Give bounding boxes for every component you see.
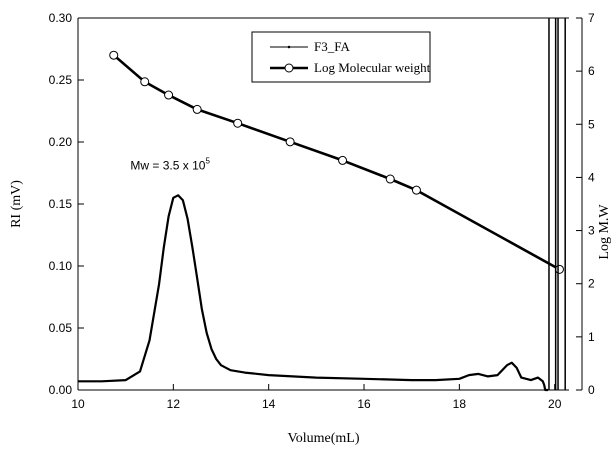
f3-fa-curve	[78, 194, 549, 392]
mw-annotation-superscript: 5	[205, 156, 210, 165]
legend-label-f3-fa: F3_FA	[314, 39, 350, 54]
x-tick-label: 12	[167, 397, 181, 411]
y2-tick-label: 2	[588, 277, 595, 291]
log-mw-point	[164, 90, 174, 100]
y2-axis-label: Log M.W	[597, 204, 612, 260]
legend-box	[251, 31, 431, 83]
legend-swatch-f3-fa-marker	[287, 45, 291, 49]
log-mw-point	[140, 77, 150, 87]
mw-annotation: Mw = 3.5 x 105	[130, 156, 210, 172]
y2-tick-label: 5	[588, 117, 595, 131]
y2-tick-label: 3	[588, 224, 595, 238]
legend-label-log-mw: Log Molecular weight	[314, 60, 431, 75]
y2-tick-label: 0	[588, 383, 595, 397]
series-f3-fa	[78, 194, 549, 392]
log-mw-point	[411, 185, 421, 195]
log-mw-point	[285, 137, 295, 147]
x-axis-label: Volume(mL)	[287, 431, 359, 446]
y-tick-label: 0.10	[49, 259, 73, 273]
y2-tick-label: 1	[588, 330, 595, 344]
x-tick-label: 10	[71, 397, 85, 411]
x-tick-label: 20	[548, 397, 562, 411]
mw-annotation-text: Mw = 3.5 x 10	[130, 158, 205, 172]
log-mw-point	[554, 264, 564, 274]
y-tick-label: 0.30	[49, 11, 73, 25]
y-tick-label: 0.05	[49, 321, 73, 335]
y-tick-label: 0.15	[49, 197, 73, 211]
y2-tick-label: 6	[588, 64, 595, 78]
y-tick-label: 0.20	[49, 135, 73, 149]
right-edge-lines	[548, 18, 566, 390]
y-axis-label: RI (mV)	[9, 180, 24, 228]
y2-axis-ticks: 0 1 2 3 4 5 6 7	[576, 11, 595, 397]
legend-swatch-log-mw-marker	[284, 63, 294, 73]
y-axis-ticks: 0.00 0.05 0.10 0.15 0.20 0.25 0.30	[49, 11, 84, 397]
log-mw-point	[233, 118, 243, 128]
log-mw-point	[385, 174, 395, 184]
log-mw-point	[338, 155, 348, 165]
y2-tick-label: 7	[588, 11, 595, 25]
log-mw-point	[192, 104, 202, 114]
legend: F3_FA Log Molecular weight	[251, 31, 431, 83]
x-tick-label: 14	[262, 397, 276, 411]
y-tick-label: 0.00	[49, 383, 73, 397]
y2-tick-label: 4	[588, 170, 595, 184]
series-log-molecular-weight	[109, 50, 564, 274]
x-tick-label: 18	[453, 397, 467, 411]
x-tick-label: 16	[357, 397, 371, 411]
log-mw-line	[112, 54, 561, 271]
x-axis-ticks: 10 12 14 16 18 20	[71, 384, 562, 411]
y-tick-label: 0.25	[49, 73, 73, 87]
log-mw-point	[109, 50, 119, 60]
